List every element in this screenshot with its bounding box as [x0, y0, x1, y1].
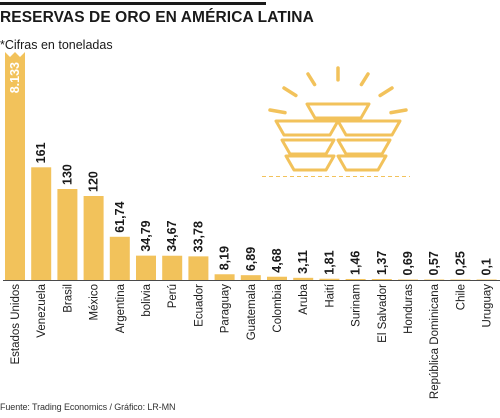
- bar-paraguay: [214, 274, 235, 280]
- ingot: [336, 119, 402, 137]
- ingot: [336, 154, 388, 172]
- ray-7: [389, 108, 408, 115]
- category-label-peru: Perú: [167, 284, 179, 308]
- bar-uruguay: [476, 279, 497, 280]
- category-label-ecuador: Ecuador: [193, 284, 205, 327]
- category-label-chile: Chile: [455, 284, 467, 310]
- value-label-uruguay: 0,1: [480, 258, 494, 275]
- gold-bars-icon: [262, 66, 410, 177]
- bar-el-salvador: [371, 279, 392, 280]
- value-label-venezuela: 161: [34, 142, 48, 163]
- value-label-brasil: 130: [60, 164, 74, 185]
- category-label-surinam: Surinam: [351, 284, 363, 327]
- bar-guatemala: [240, 275, 261, 280]
- bar-haiti: [319, 278, 340, 280]
- category-label-aruba: Aruba: [298, 283, 310, 314]
- ray-5: [359, 72, 370, 87]
- bar-mexico: [83, 196, 104, 280]
- chart-subtitle: *Cifras en toneladas: [0, 38, 113, 52]
- value-label-haiti: 1,81: [322, 250, 336, 274]
- category-label-guatemala: Guatemala: [246, 283, 258, 340]
- ray-1: [268, 108, 287, 115]
- ingot: [305, 102, 371, 120]
- value-label-estados-unidos: 8.133: [8, 62, 22, 93]
- category-label-venezuela: Venezuela: [36, 283, 48, 337]
- ray-6: [378, 86, 394, 98]
- category-label-republica-dominicana: República Dominicana: [429, 283, 441, 399]
- axis-break-marker: [5, 52, 25, 58]
- category-label-haiti: Haití: [324, 283, 336, 307]
- category-label-honduras: Honduras: [403, 284, 415, 334]
- labels-group: 8.133 Estados Unidos 161 Venezuela 130 Brasil…: [8, 62, 494, 399]
- ingot: [284, 154, 336, 172]
- source-note: Fuente: Trading Economics / Gráfico: LR-…: [0, 402, 176, 412]
- bar-argentina: [109, 236, 130, 280]
- value-label-paraguay: 8,19: [218, 246, 232, 270]
- ingot: [336, 138, 392, 156]
- value-label-aruba: 3,11: [296, 250, 310, 274]
- bar-bolivia: [136, 255, 156, 280]
- value-label-el-salvador: 1,37: [375, 251, 389, 275]
- value-label-colombia: 4,68: [270, 248, 284, 272]
- value-label-guatemala: 6,89: [244, 247, 258, 271]
- bar-aruba: [293, 277, 314, 280]
- category-label-mexico: México: [89, 284, 101, 320]
- value-label-republica-dominicana: 0,57: [427, 251, 441, 275]
- bar-brasil: [57, 189, 78, 280]
- category-label-colombia: Colombia: [272, 283, 284, 332]
- value-label-ecuador: 33,78: [191, 221, 205, 252]
- bar-surinam: [345, 278, 366, 280]
- category-label-argentina: Argentina: [115, 283, 127, 333]
- bar-estados-unidos: [5, 58, 25, 280]
- value-label-bolivia: 34,79: [139, 220, 153, 251]
- value-label-surinam: 1,46: [349, 251, 363, 275]
- value-label-peru: 34,67: [165, 220, 179, 251]
- category-label-estados-unidos: Estados Unidos: [10, 284, 22, 365]
- bar-chile: [450, 279, 471, 280]
- category-label-el-salvador: El Salvador: [377, 284, 389, 343]
- category-label-paraguay: Paraguay: [220, 284, 232, 333]
- ray-2: [282, 86, 298, 98]
- category-label-bolivia: bolivia: [141, 283, 153, 316]
- bar-venezuela: [31, 167, 52, 280]
- ingot: [280, 138, 336, 156]
- value-label-argentina: 61,74: [113, 201, 127, 232]
- bar-honduras: [398, 279, 418, 280]
- ingot: [274, 119, 340, 137]
- bars-group: [3, 52, 500, 281]
- bar-republica-dominicana: [424, 279, 445, 280]
- title-rule: [0, 2, 266, 5]
- bar-ecuador: [188, 256, 209, 280]
- value-label-mexico: 120: [87, 171, 101, 192]
- value-label-honduras: 0,69: [401, 251, 415, 275]
- bar-peru: [162, 255, 183, 280]
- value-label-chile: 0,25: [453, 251, 467, 275]
- ray-3: [306, 72, 317, 87]
- category-label-brasil: Brasil: [62, 284, 74, 313]
- category-label-uruguay: Uruguay: [482, 284, 494, 328]
- chart-title: RESERVAS DE ORO EN AMÉRICA LATINA: [0, 9, 314, 26]
- bar-colombia: [267, 276, 287, 280]
